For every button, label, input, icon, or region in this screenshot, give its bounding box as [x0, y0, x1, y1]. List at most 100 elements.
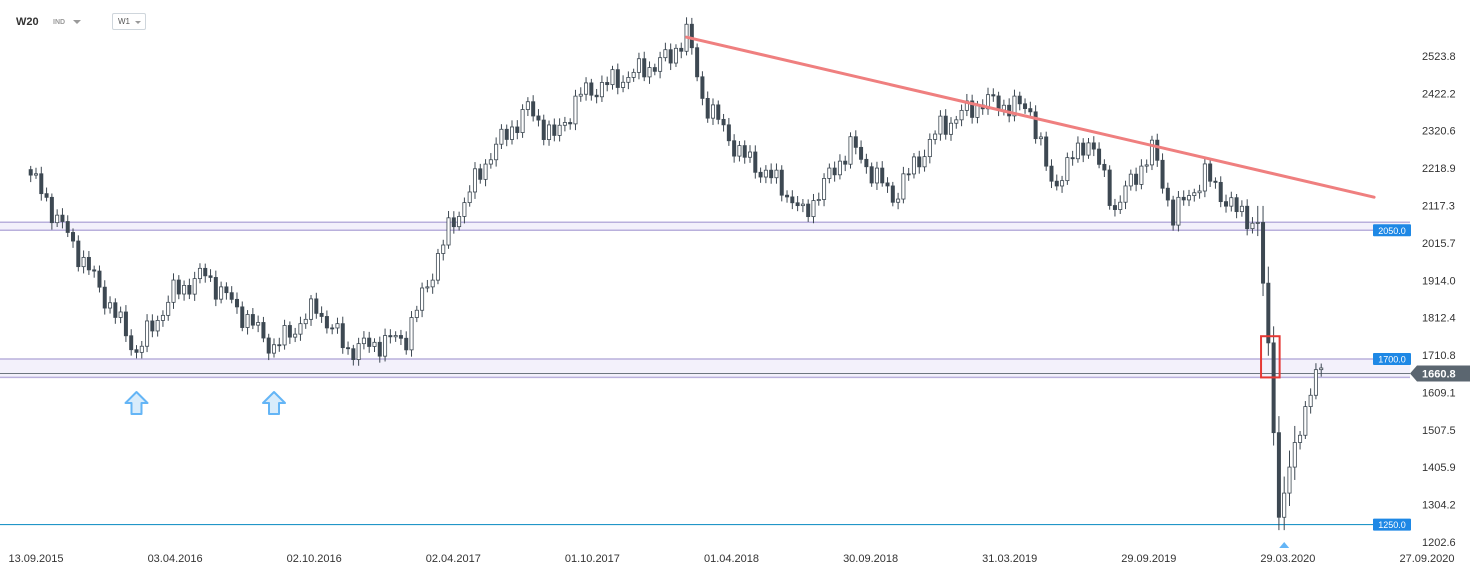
candle	[1303, 406, 1308, 436]
candle	[351, 348, 356, 360]
candle	[462, 202, 467, 217]
candle	[330, 327, 335, 330]
level-price-label: 1250.0	[1378, 520, 1406, 530]
trendline[interactable]	[685, 35, 1376, 199]
candle	[1292, 442, 1297, 468]
candle	[864, 158, 869, 168]
candle	[901, 173, 906, 200]
candle	[1065, 157, 1070, 182]
candle	[1181, 196, 1186, 201]
up-arrow-icon	[262, 391, 287, 415]
candle	[642, 58, 647, 78]
candle	[224, 286, 229, 294]
candle	[1012, 95, 1017, 117]
candle	[229, 292, 234, 300]
candle	[541, 119, 546, 140]
x-axis-tick-label: 02.10.2016	[287, 553, 342, 565]
candle	[700, 76, 705, 99]
candle	[176, 279, 181, 295]
x-axis-tick-label: 01.04.2018	[704, 553, 759, 565]
candle	[853, 136, 858, 148]
x-axis-tick-label: 29.09.2019	[1121, 553, 1176, 565]
candle	[621, 81, 626, 88]
timeframe-value: W1	[118, 17, 130, 26]
candle	[1276, 432, 1281, 518]
candle	[393, 335, 398, 338]
candle	[356, 343, 361, 360]
candle	[404, 337, 409, 351]
candle	[28, 169, 33, 176]
candle	[1266, 282, 1271, 344]
candle	[557, 124, 562, 136]
candle	[1086, 142, 1091, 156]
candle	[1134, 173, 1139, 185]
candle	[1081, 142, 1086, 156]
candle	[49, 196, 54, 224]
y-axis-tick-label: 1202.6	[1422, 537, 1456, 549]
highlight-box[interactable]	[1260, 335, 1281, 379]
candle	[377, 341, 382, 357]
chevron-down-icon[interactable]	[73, 20, 81, 24]
timeframe-select[interactable]: W1	[112, 13, 146, 30]
candle	[92, 269, 97, 272]
candle	[1287, 466, 1292, 494]
candle	[1298, 434, 1303, 443]
level-price-label: 1700.0	[1378, 355, 1406, 365]
candle	[552, 124, 557, 136]
candle	[1202, 163, 1207, 192]
candle	[129, 335, 134, 351]
candle	[414, 309, 419, 318]
candle	[65, 221, 70, 233]
candle	[335, 323, 340, 329]
candle	[187, 284, 192, 295]
symbol-label[interactable]: W20	[16, 16, 39, 28]
candle	[324, 316, 329, 329]
candle	[192, 278, 197, 295]
candle	[742, 145, 747, 158]
candle	[874, 167, 879, 184]
candle	[822, 178, 827, 200]
candle	[155, 320, 160, 332]
candle	[748, 151, 753, 158]
y-axis-tick-label: 1304.2	[1422, 500, 1456, 512]
candle	[208, 275, 213, 278]
x-axis-tick-label: 03.04.2016	[148, 553, 203, 565]
candle	[880, 167, 885, 184]
candle	[774, 169, 779, 179]
y-axis-tick-label: 2320.6	[1422, 126, 1456, 138]
candle	[525, 101, 530, 110]
candle	[996, 95, 1001, 111]
candle	[150, 320, 155, 332]
candle	[636, 58, 641, 73]
candle	[1038, 136, 1043, 140]
y-axis-tick-label: 1914.0	[1422, 275, 1456, 287]
candle	[483, 163, 488, 180]
candle	[716, 104, 721, 120]
candle	[721, 118, 726, 126]
candle	[1054, 180, 1059, 187]
candle	[562, 122, 567, 126]
candle	[451, 217, 456, 228]
y-axis-tick-label: 2015.7	[1422, 238, 1456, 250]
level-price-label: 2050.0	[1378, 226, 1406, 236]
candle	[652, 67, 657, 72]
candle	[589, 82, 594, 96]
candle	[1186, 195, 1191, 201]
y-axis-tick-label: 2523.8	[1422, 51, 1456, 63]
candle	[372, 341, 377, 347]
candle	[948, 122, 953, 135]
candle	[504, 128, 509, 140]
candle	[81, 256, 86, 268]
candle	[182, 284, 187, 295]
candle	[499, 128, 504, 145]
candle	[726, 124, 731, 142]
candle	[1144, 164, 1149, 167]
candle	[1097, 148, 1102, 165]
candle	[1107, 169, 1112, 206]
candle	[663, 49, 668, 59]
candle	[1234, 197, 1239, 213]
candle	[885, 182, 890, 187]
candle	[1044, 136, 1049, 167]
candle	[102, 286, 107, 309]
